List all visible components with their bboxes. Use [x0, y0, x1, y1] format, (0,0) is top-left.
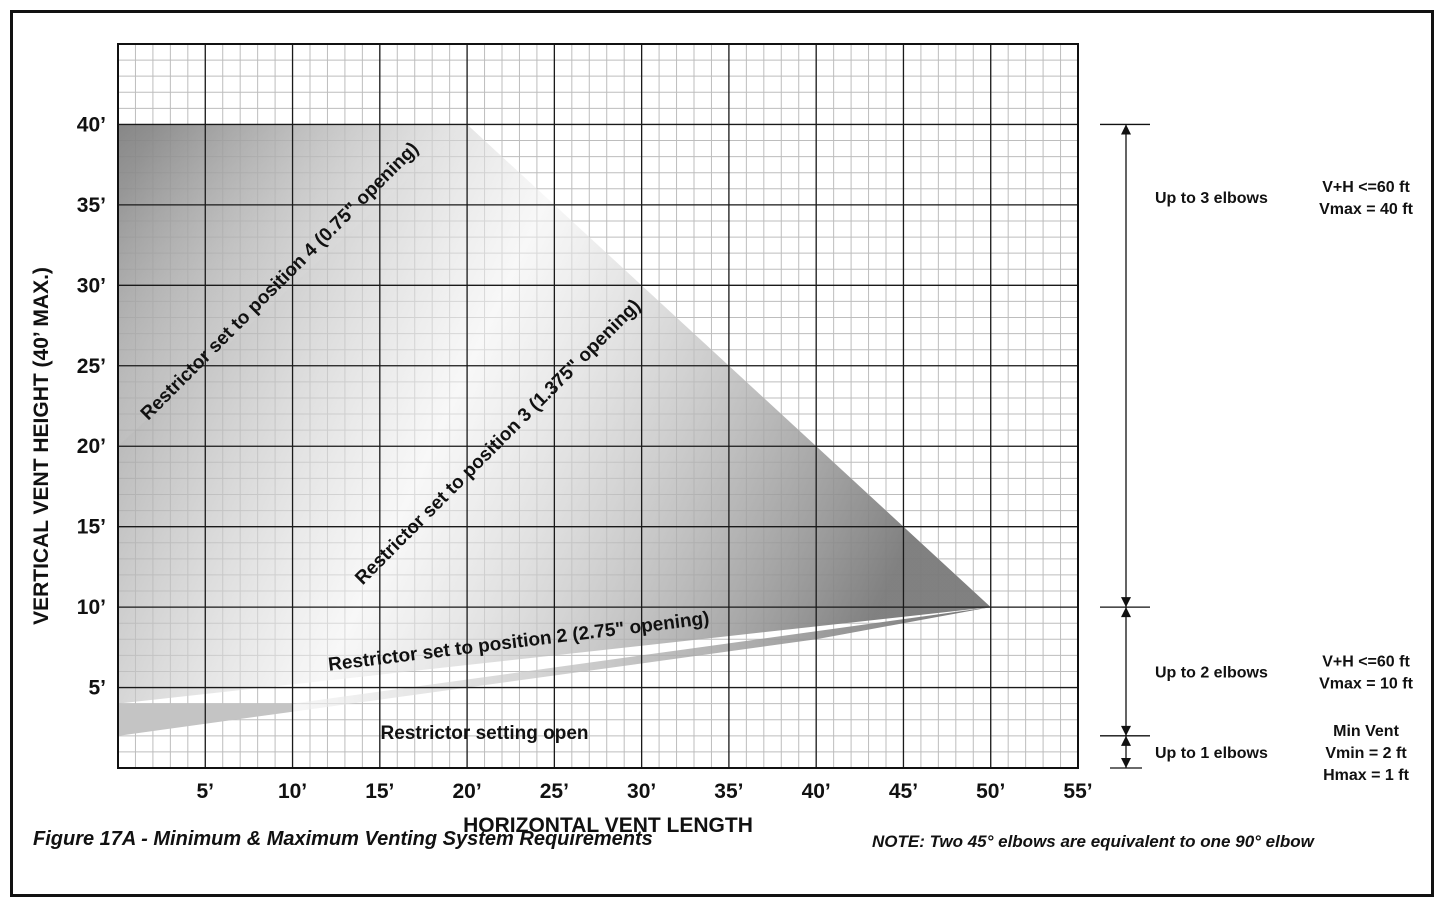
- dimension-markers: Up to 3 elbows V+H <=60 ft Vmax = 40 ft Up …: [1100, 123, 1414, 784]
- requirement-line: Vmin = 2 ft: [1325, 745, 1407, 762]
- y-tick-label: 5’: [88, 677, 106, 700]
- plot-border: [117, 43, 1079, 769]
- y-tick-label: 25’: [77, 355, 106, 378]
- figure-frame: [10, 10, 1434, 897]
- x-tick-label: 30’: [627, 780, 656, 803]
- y-tick-label: 30’: [77, 274, 106, 297]
- figure-caption: Figure 17A - Minimum & Maximum Venting S…: [33, 828, 653, 850]
- elbow-count-label: Up to 1 elbows: [1155, 745, 1268, 762]
- major-grid-lines: [118, 44, 1079, 768]
- x-tick-label: 35’: [714, 780, 743, 803]
- x-tick-label: 20’: [452, 780, 481, 803]
- x-tick-label: 50’: [976, 780, 1005, 803]
- y-tick-label: 15’: [77, 516, 106, 539]
- requirement-line: Hmax = 1 ft: [1323, 767, 1409, 784]
- arrow-head: [1121, 607, 1131, 618]
- requirement-line: V+H <=60 ft: [1322, 179, 1410, 196]
- region-label-restrictor-open: Restrictor setting open: [381, 723, 589, 744]
- y-tick-label: 40’: [77, 113, 106, 136]
- arrow-head: [1121, 735, 1131, 746]
- x-tick-label: 40’: [802, 780, 831, 803]
- x-tick-label: 15’: [365, 780, 394, 803]
- x-tick-label: 55’: [1063, 780, 1092, 803]
- x-axis-title: HORIZONTAL VENT LENGTH: [463, 814, 753, 837]
- x-tick-label: 5’: [197, 780, 215, 803]
- elbow-count-label: Up to 3 elbows: [1155, 190, 1268, 207]
- x-tick-label: 10’: [278, 780, 307, 803]
- y-tick-labels: 5’ 10’ 15’ 20’ 25’ 30’ 35’ 40’: [77, 113, 106, 699]
- x-tick-label: 25’: [540, 780, 569, 803]
- requirement-line: Min Vent: [1333, 723, 1399, 740]
- x-tick-labels: 5’ 10’ 15’ 20’ 25’ 30’ 35’ 40’ 45’ 50’ 55’: [197, 780, 1093, 803]
- y-tick-label: 10’: [77, 596, 106, 619]
- arrow-head: [1121, 725, 1131, 736]
- x-tick-label: 45’: [889, 780, 918, 803]
- y-tick-label: 35’: [77, 194, 106, 217]
- elbow-note: NOTE: Two 45° elbows are equivalent to o…: [872, 832, 1314, 851]
- requirement-line: Vmax = 40 ft: [1319, 201, 1414, 218]
- arrow-head: [1121, 597, 1131, 608]
- arrow-head: [1121, 758, 1131, 768]
- elbow-count-label: Up to 2 elbows: [1155, 664, 1268, 681]
- requirement-line: Vmax = 10 ft: [1319, 675, 1414, 692]
- requirement-line: V+H <=60 ft: [1322, 653, 1410, 670]
- y-axis-title: VERTICAL VENT HEIGHT (40’ MAX.): [30, 267, 53, 625]
- y-tick-label: 20’: [77, 435, 106, 458]
- arrow-head: [1121, 124, 1131, 135]
